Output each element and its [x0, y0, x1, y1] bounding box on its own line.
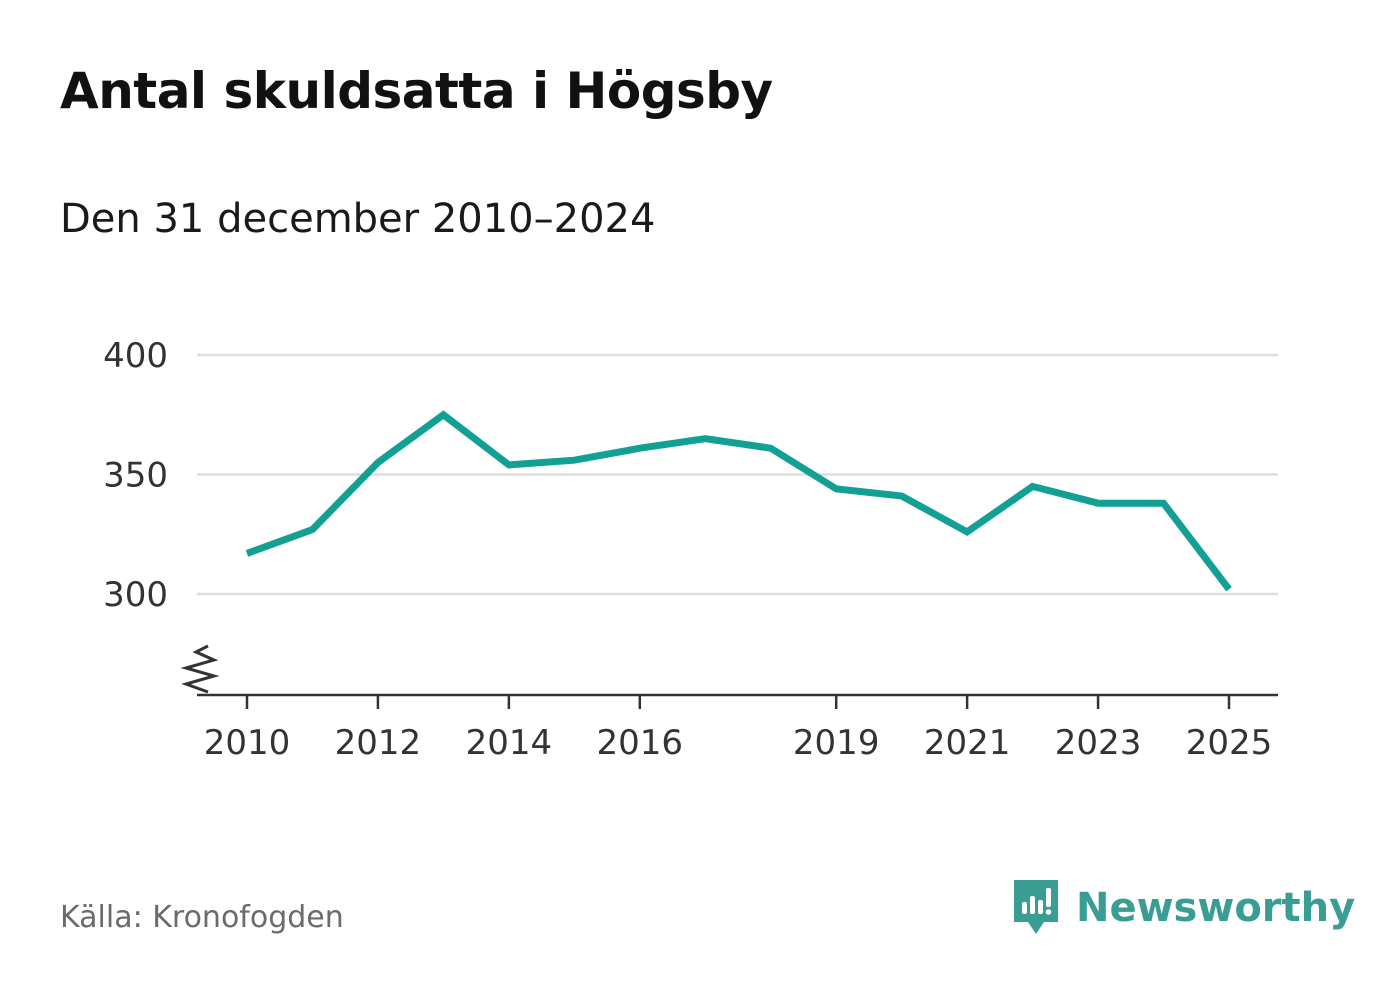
source-note: Källa: Kronofogden — [60, 900, 344, 935]
x-tick-label: 2019 — [793, 723, 880, 763]
x-tick-label: 2021 — [924, 723, 1011, 763]
brand-logo: Newsworthy — [1010, 878, 1355, 938]
chart-subtitle: Den 31 december 2010–2024 — [60, 196, 656, 242]
x-tick-label: 2012 — [335, 723, 422, 763]
y-tick-label: 300 — [103, 575, 168, 615]
x-tick-labels: 2010 2012 2014 2016 2019 2021 2023 2025 — [204, 723, 1273, 763]
series-line — [245, 410, 1232, 592]
x-axis — [180, 644, 1278, 709]
series-group — [245, 410, 1232, 592]
x-tick-label: 2023 — [1055, 723, 1142, 763]
y-tick-label: 350 — [103, 456, 168, 496]
x-tick-label: 2014 — [466, 723, 553, 763]
x-tick-label: 2010 — [204, 723, 291, 763]
x-tick-label: 2016 — [597, 723, 684, 763]
axis-break-icon — [180, 644, 220, 694]
y-tick-labels: 400 350 300 — [103, 336, 168, 615]
gridlines — [197, 353, 1278, 596]
newsworthy-logo-icon — [1014, 880, 1058, 934]
chart-title: Antal skuldsatta i Högsby — [60, 62, 773, 120]
y-tick-label: 400 — [103, 336, 168, 376]
brand-name: Newsworthy — [1076, 885, 1356, 931]
x-tick-label: 2025 — [1186, 723, 1273, 763]
